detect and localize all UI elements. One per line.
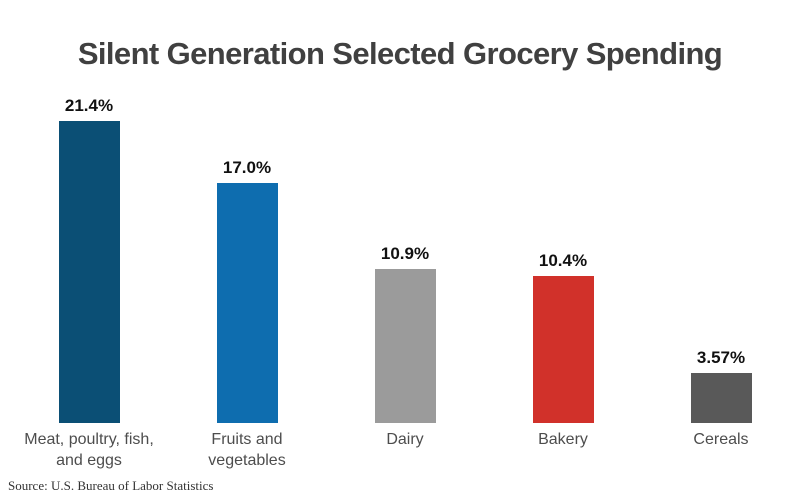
- chart-title: Silent Generation Selected Grocery Spend…: [77, 36, 723, 71]
- bar: [216, 183, 278, 423]
- bar: [58, 121, 120, 423]
- category-label: Cereals: [693, 431, 749, 448]
- category-axis-labels: Meat, poultry, fish, and eggs Fruits and ve…: [10, 429, 800, 471]
- bar: [374, 269, 436, 423]
- category-label: Fruits and vegetables: [208, 431, 286, 469]
- bar-column: 10.9%: [326, 95, 484, 423]
- category-label: Bakery: [538, 431, 588, 448]
- bar-column: 10.4%: [484, 95, 642, 423]
- bar-value-label: 10.4%: [538, 251, 588, 270]
- source-note: Source: U.S. Bureau of Labor Statistics: [8, 478, 214, 493]
- bar-value-label: 17.0%: [222, 158, 272, 177]
- bar-value-label: 10.9%: [380, 244, 430, 263]
- bar-column: 3.57%: [642, 95, 800, 423]
- bar: [532, 276, 594, 423]
- bar: [690, 373, 752, 423]
- bar-column: 21.4%: [10, 95, 168, 423]
- bar-value-label: 21.4%: [64, 96, 114, 115]
- bar-chart-plot-area: 21.4% 17.0% 10.9% 10.4% 3.57%: [10, 95, 800, 423]
- category-label: Dairy: [386, 431, 424, 448]
- bar-column: 17.0%: [168, 95, 326, 423]
- bar-value-label: 3.57%: [696, 348, 746, 367]
- category-label: Meat, poultry, fish, and eggs: [24, 431, 154, 469]
